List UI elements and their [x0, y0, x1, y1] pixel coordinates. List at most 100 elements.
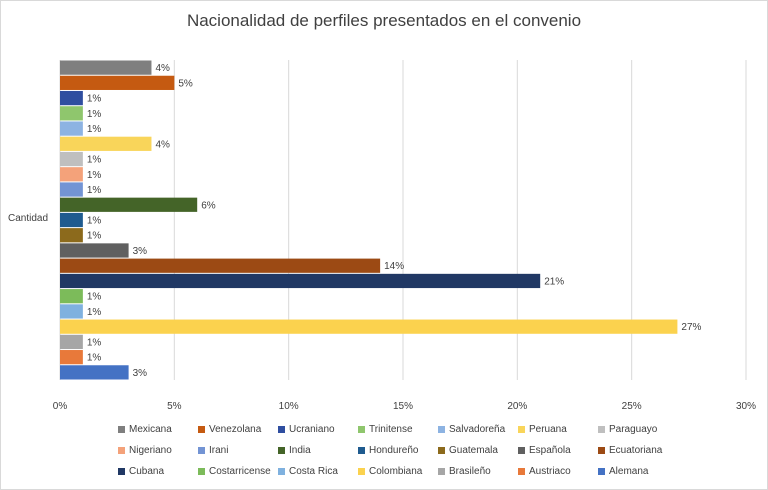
- legend-item: Española: [518, 445, 571, 456]
- x-tick-label: 30%: [736, 401, 756, 412]
- legend-label: Nigeriano: [129, 445, 172, 456]
- legend-swatch: [358, 468, 365, 475]
- bar-india: [60, 197, 198, 212]
- bar-data-label: 6%: [201, 200, 216, 211]
- legend-swatch: [438, 447, 445, 454]
- legend-item: Ecuatoriana: [598, 445, 662, 456]
- legend-label: Mexicana: [129, 424, 172, 435]
- legend-label: Costarricense: [209, 466, 271, 477]
- bar-data-label: 1%: [87, 231, 102, 242]
- legend-row: Mexicana Venezolana Ucraniano Trinitense Sal…: [118, 424, 678, 445]
- bar-trinitense: [60, 106, 83, 121]
- legend-swatch: [438, 426, 445, 433]
- legend-label: Brasileño: [449, 466, 491, 477]
- legend-item: Ucraniano: [278, 424, 335, 435]
- legend-item: India: [278, 445, 311, 456]
- legend-swatch: [598, 447, 605, 454]
- bar-data-label: 1%: [87, 94, 102, 105]
- x-tick-label: 25%: [622, 401, 642, 412]
- bar-irani: [60, 182, 83, 197]
- legend-swatch: [358, 447, 365, 454]
- x-tick-label: 10%: [279, 401, 299, 412]
- bar-espa-ola: [60, 243, 129, 258]
- x-tick-label: 15%: [393, 401, 413, 412]
- bar-alemana: [60, 365, 129, 380]
- legend-label: Española: [529, 445, 571, 456]
- legend-item: Brasileño: [438, 466, 491, 477]
- bar-guatemala: [60, 228, 83, 243]
- legend-item: Salvadoreña: [438, 424, 505, 435]
- bar-data-label: 5%: [178, 78, 193, 89]
- legend-item: Austriaco: [518, 466, 571, 477]
- legend-label: Trinitense: [369, 424, 413, 435]
- bar-data-label: 3%: [133, 246, 148, 257]
- bar-paraguayo: [60, 151, 83, 167]
- bar-data-label: 1%: [87, 155, 102, 166]
- legend-swatch: [198, 468, 205, 475]
- legend-label: Alemana: [609, 466, 649, 477]
- chart-legend: Mexicana Venezolana Ucraniano Trinitense Sal…: [118, 424, 678, 487]
- legend-label: Salvadoreña: [449, 424, 506, 435]
- legend-item: Colombiana: [358, 466, 422, 477]
- bar-data-label: 1%: [87, 337, 102, 348]
- legend-item: Costarricense: [198, 466, 271, 477]
- legend-swatch: [118, 447, 125, 454]
- bar-data-label: 3%: [133, 368, 148, 379]
- legend-swatch: [118, 468, 125, 475]
- bar-brasile-o: [60, 334, 83, 350]
- legend-swatch: [198, 426, 205, 433]
- legend-label: Guatemala: [449, 445, 498, 456]
- bar-data-label: 1%: [87, 216, 102, 227]
- legend-item: Trinitense: [358, 424, 413, 435]
- bar-data-label: 4%: [155, 63, 170, 74]
- legend-swatch: [118, 426, 125, 433]
- bar-data-label: 1%: [87, 307, 102, 318]
- bar-mexicana: [60, 60, 152, 75]
- legend-swatch: [518, 468, 525, 475]
- x-tick-label: 0%: [53, 401, 68, 412]
- legend-swatch: [278, 426, 285, 433]
- bar-cubana: [60, 273, 541, 289]
- legend-swatch: [278, 468, 285, 475]
- legend-swatch: [598, 426, 605, 433]
- bar-ecuatoriana: [60, 258, 381, 273]
- legend-swatch: [598, 468, 605, 475]
- bar-costarricense: [60, 289, 83, 304]
- legend-row: Nigeriano Irani India Hondureño Guatemala Esp…: [118, 445, 678, 466]
- legend-label: Colombiana: [369, 466, 423, 477]
- legend-label: Venezolana: [209, 424, 262, 435]
- bar-data-label: 1%: [87, 292, 102, 303]
- legend-item: Alemana: [598, 466, 648, 477]
- legend-item: Venezolana: [198, 424, 261, 435]
- legend-swatch: [518, 447, 525, 454]
- bar-costa-rica: [60, 304, 83, 319]
- bar-data-label: 1%: [87, 124, 102, 135]
- legend-item: Cubana: [118, 466, 164, 477]
- legend-item: Mexicana: [118, 424, 172, 435]
- legend-item: Irani: [198, 445, 228, 456]
- category-axis-label: Cantidad: [8, 213, 49, 224]
- legend-swatch: [278, 447, 285, 454]
- bar-venezolana: [60, 75, 175, 90]
- x-tick-label: 5%: [167, 401, 182, 412]
- bar-salvadore-a: [60, 121, 83, 136]
- bar-data-label: 1%: [87, 185, 102, 196]
- bar-data-label: 1%: [87, 109, 102, 120]
- legend-swatch: [438, 468, 445, 475]
- bar-data-label: 27%: [681, 322, 701, 333]
- legend-item: Peruana: [518, 424, 567, 435]
- bar-data-label: 14%: [384, 261, 404, 272]
- legend-item: Guatemala: [438, 445, 498, 456]
- legend-label: Costa Rica: [289, 466, 338, 477]
- legend-label: India: [289, 445, 311, 456]
- legend-label: Hondureño: [369, 445, 419, 456]
- legend-row: Cubana Costarricense Costa Rica Colombiana B…: [118, 466, 678, 487]
- bar-hondure-o: [60, 212, 83, 228]
- legend-swatch: [198, 447, 205, 454]
- legend-item: Nigeriano: [118, 445, 172, 456]
- bar-data-label: 21%: [544, 276, 564, 287]
- legend-swatch: [358, 426, 365, 433]
- bar-chart-plot: 0% 5% 10% 15% 20% 25% 30% 4% 5% 1% 1% 1% 4% 1% 1% 1% 6% 1…: [53, 60, 756, 412]
- bar-data-label: 4%: [155, 139, 170, 150]
- legend-item: Costa Rica: [278, 466, 338, 477]
